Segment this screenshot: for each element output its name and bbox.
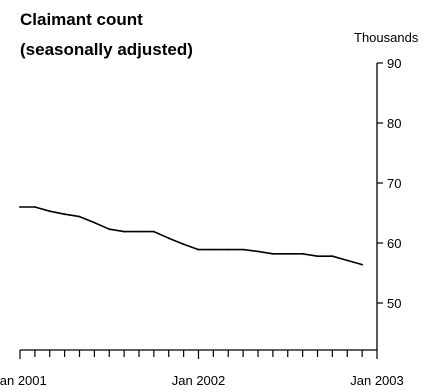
data-point: [257, 250, 259, 253]
data-point: [93, 221, 96, 224]
y-tick-label: 90: [387, 56, 401, 71]
x-tick-label: Jan 2001: [0, 373, 47, 388]
series-line-0: [20, 206, 363, 266]
data-point: [138, 230, 140, 233]
x-tick-label: Jan 2003: [350, 373, 404, 388]
x-ticks: Jan 2001 Jan 2002 Jan 2003: [0, 350, 404, 388]
chart-title-line-1: Claimant count: [20, 10, 143, 29]
axes: [20, 63, 378, 351]
data-point: [197, 248, 200, 251]
y-axis-unit-label: Thousands: [354, 30, 419, 45]
data-point: [108, 228, 111, 231]
y-tick-label: 60: [387, 236, 401, 251]
data-point: [19, 206, 21, 208]
data-point: [63, 213, 66, 216]
data-point: [182, 243, 185, 246]
chart-title-line-2: (seasonally adjusted): [20, 40, 193, 59]
data-point: [33, 206, 36, 208]
data-point: [346, 259, 349, 262]
data-point: [212, 248, 215, 251]
data-point: [152, 230, 155, 233]
data-point: [123, 230, 126, 233]
data-point: [167, 237, 170, 240]
y-ticks: 90 80 70 60 50: [377, 56, 401, 311]
data-point: [331, 255, 334, 258]
series-group: [19, 206, 364, 266]
y-tick-label: 80: [387, 116, 401, 131]
data-point: [271, 252, 274, 255]
data-point: [242, 248, 245, 251]
x-tick-label: Jan 2002: [172, 373, 226, 388]
data-point: [286, 252, 289, 255]
data-point: [316, 255, 319, 258]
data-point: [48, 210, 51, 213]
data-point: [78, 215, 81, 218]
data-point: [361, 263, 364, 266]
y-tick-label: 70: [387, 176, 401, 191]
data-point: [301, 252, 304, 255]
y-tick-label: 50: [387, 296, 401, 311]
data-point: [227, 248, 230, 251]
